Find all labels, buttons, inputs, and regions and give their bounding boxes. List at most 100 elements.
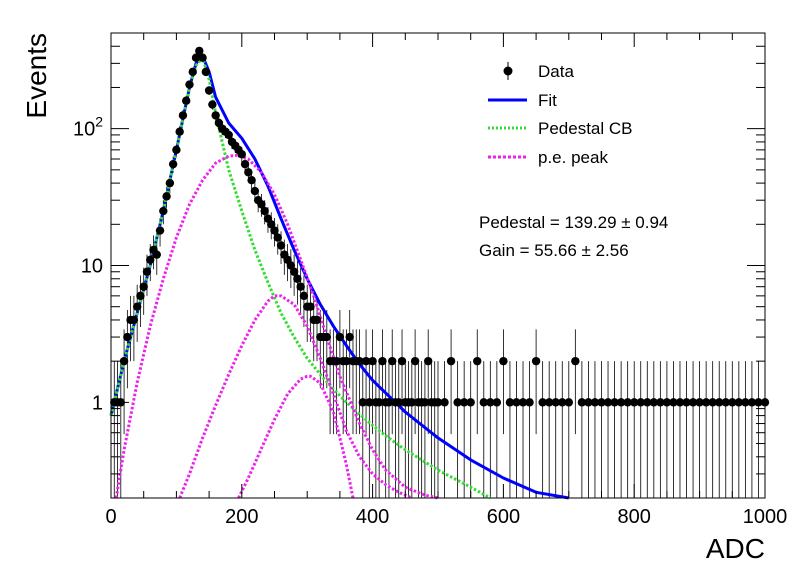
data-point — [741, 398, 750, 407]
legend-entry-pedestal: Pedestal CB — [488, 119, 633, 138]
data-point — [182, 96, 191, 105]
data-point — [446, 356, 456, 366]
data-point — [224, 130, 233, 140]
data-point — [378, 356, 387, 366]
data-point — [610, 398, 619, 407]
data-point — [662, 398, 672, 407]
data-point — [198, 53, 207, 62]
data-point — [564, 398, 573, 407]
data-point — [178, 111, 188, 120]
fit-curves — [109, 54, 570, 500]
data-point — [129, 315, 139, 325]
data-point — [649, 398, 659, 407]
data-point — [603, 398, 613, 407]
data-point — [342, 356, 351, 366]
legend-label-fit: Fit — [538, 91, 557, 110]
data-point — [332, 356, 341, 366]
data-point — [551, 398, 560, 407]
legend-data-marker — [503, 66, 513, 76]
data-point — [296, 282, 305, 291]
x-tick-label: 0 — [105, 506, 116, 528]
data-point — [597, 398, 606, 407]
data-point — [312, 315, 322, 325]
legend-label-pedestal: Pedestal CB — [538, 119, 633, 138]
data-point — [656, 398, 665, 407]
data-point — [335, 332, 345, 342]
data-point — [420, 398, 430, 407]
data-point — [260, 206, 269, 216]
data-point — [433, 398, 443, 407]
y-tick-label: 102 — [73, 114, 103, 141]
data-point — [247, 176, 256, 185]
data-point — [636, 398, 645, 407]
data-point — [616, 398, 626, 407]
x-tick-label: 200 — [225, 506, 258, 528]
x-tick-label: 400 — [356, 506, 389, 528]
data-point — [459, 398, 469, 407]
data-point — [374, 398, 384, 407]
legend-label-pe-peak: p.e. peak — [538, 148, 608, 167]
data-point — [201, 67, 211, 77]
axis-ticks: 0 200 400 600 800 1000 1 10 102 — [73, 32, 787, 528]
data-point — [355, 356, 364, 366]
x-tick-label: 600 — [487, 506, 520, 528]
data-point — [643, 398, 652, 407]
data-point — [384, 398, 394, 407]
data-point — [388, 356, 397, 366]
data-point — [289, 267, 299, 276]
data-point — [675, 398, 685, 407]
data-point — [188, 67, 197, 77]
data-point — [136, 291, 145, 301]
data-point — [276, 241, 286, 250]
data-point — [361, 356, 371, 366]
data-point — [358, 398, 367, 407]
data-point — [499, 356, 508, 366]
y-tick-label: 1 — [92, 392, 103, 414]
data-point — [244, 168, 253, 177]
data-point — [240, 159, 250, 169]
data-point — [204, 86, 214, 95]
data-point — [721, 398, 730, 407]
data-point — [473, 356, 482, 366]
legend-entry-data: Data — [503, 62, 574, 81]
x-axis-title: ADC — [706, 533, 765, 564]
data-point — [286, 261, 296, 270]
data-point — [440, 398, 449, 407]
data-point — [512, 398, 521, 407]
data-point — [368, 356, 377, 366]
pedestal-cb-curve — [109, 56, 492, 500]
data-point — [250, 186, 260, 196]
data-point — [669, 398, 678, 407]
data-point — [159, 206, 168, 216]
data-point — [397, 356, 407, 366]
y-axis-title: Events — [21, 33, 52, 119]
data-point — [715, 398, 724, 407]
data-point — [119, 356, 129, 366]
data-point — [132, 302, 142, 311]
data-point — [453, 398, 462, 407]
data-point — [623, 398, 632, 407]
data-point — [531, 356, 541, 366]
data-point — [708, 398, 717, 407]
data-point — [172, 145, 181, 155]
data-point — [306, 302, 315, 311]
data-point — [267, 220, 276, 229]
legend-entry-pe-peak: p.e. peak — [488, 148, 608, 167]
data-point — [165, 178, 175, 188]
data-point — [558, 398, 567, 407]
data-point — [155, 226, 165, 235]
annotation-gain: Gain = 55.66 ± 2.56 — [479, 241, 629, 260]
data-point — [195, 46, 204, 56]
data-point — [695, 398, 704, 407]
data-point — [191, 53, 201, 62]
data-point — [293, 274, 302, 283]
data-point — [577, 398, 587, 407]
data-point — [544, 398, 554, 407]
data-point — [123, 332, 132, 342]
data-point — [208, 100, 217, 109]
legend-label-data: Data — [538, 62, 574, 81]
data-point — [299, 291, 309, 301]
data-point — [185, 80, 194, 89]
